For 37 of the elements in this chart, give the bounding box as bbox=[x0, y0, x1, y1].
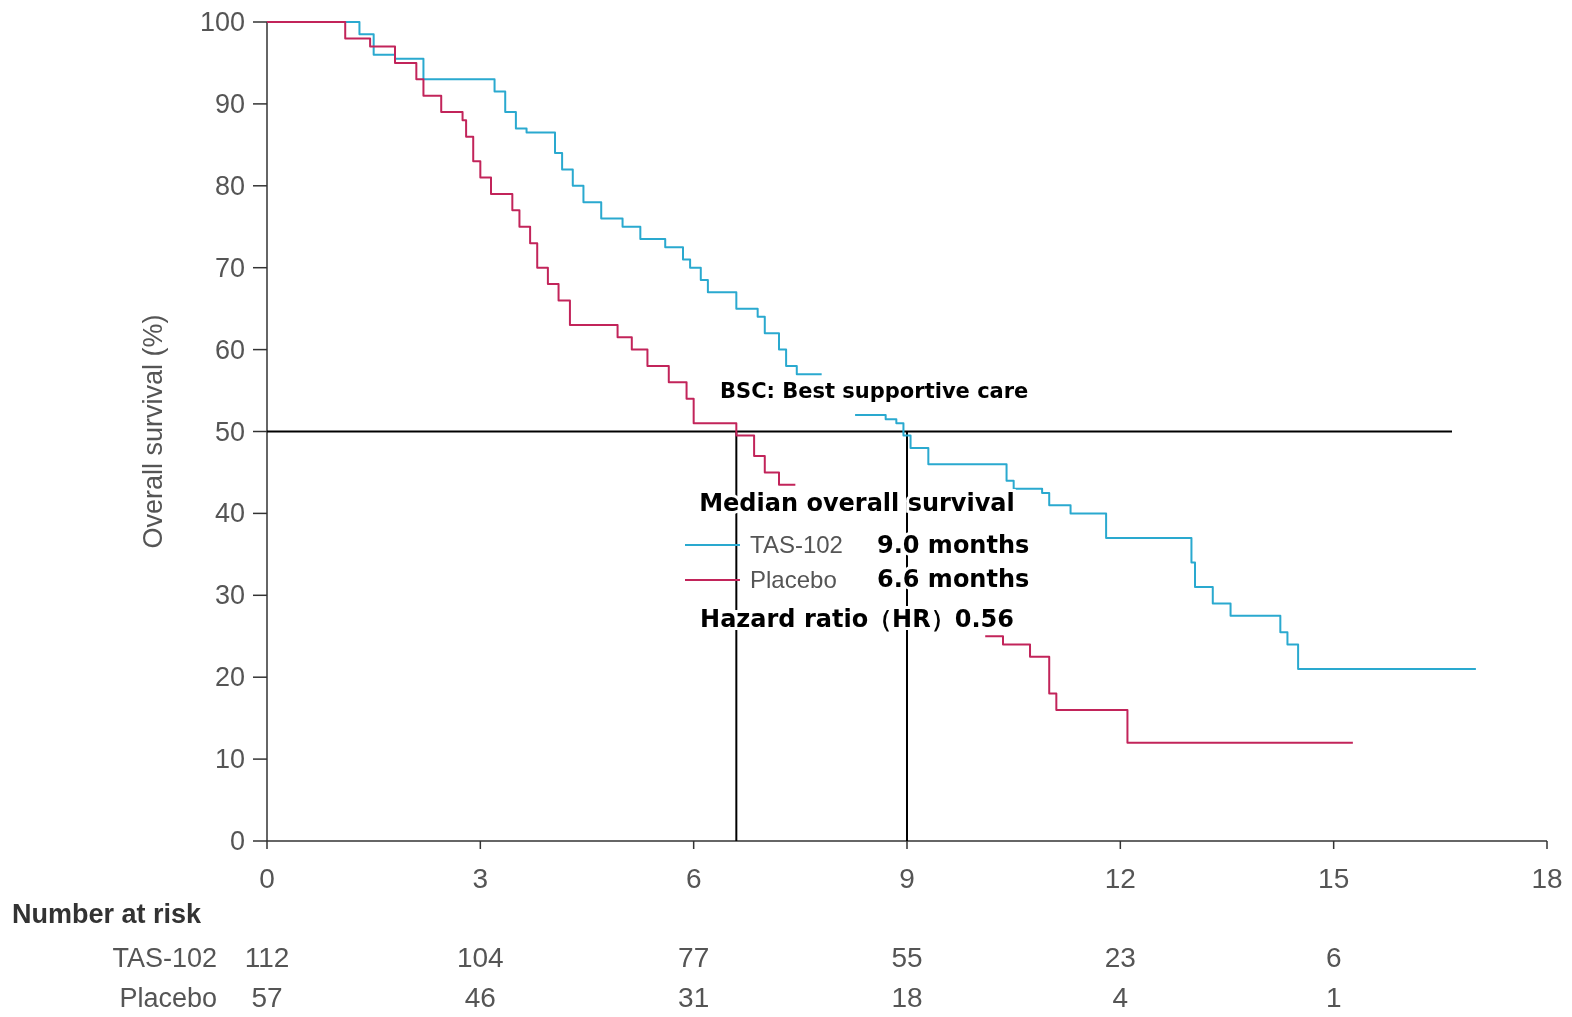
y-tick-label: 30 bbox=[214, 580, 245, 611]
text: 46 bbox=[464, 982, 496, 1013]
x-tick-label: 15 bbox=[1318, 863, 1350, 894]
text: 77 bbox=[678, 942, 710, 973]
text: Number at risk bbox=[12, 899, 203, 929]
legend-label: Placebo bbox=[750, 566, 837, 593]
y-tick-label: 100 bbox=[199, 7, 245, 37]
y-tick-label: 90 bbox=[214, 88, 245, 119]
text: TAS-102 bbox=[112, 943, 217, 973]
x-tick-label: 0 bbox=[259, 863, 275, 894]
x-tick-label: 18 bbox=[1531, 863, 1563, 894]
x-tick-label: 6 bbox=[685, 863, 702, 894]
y-tick-label: 80 bbox=[214, 170, 245, 201]
text: 4 bbox=[1112, 982, 1129, 1013]
text: 104 bbox=[456, 942, 504, 973]
text: 1 bbox=[1325, 982, 1342, 1013]
x-tick-label: 9 bbox=[899, 863, 915, 894]
y-tick-label: 0 bbox=[229, 826, 245, 856]
annotation: BSC: Best supportive care bbox=[720, 379, 1029, 403]
y-tick-label: 40 bbox=[214, 498, 245, 529]
y-tick-label: 50 bbox=[214, 416, 245, 447]
y-tick-label: 60 bbox=[214, 334, 245, 365]
y-tick-label: 70 bbox=[214, 252, 245, 283]
text: 6 bbox=[1325, 942, 1342, 973]
text: 31 bbox=[678, 982, 710, 1013]
text: 55 bbox=[891, 942, 923, 973]
legend-label: TAS-102 bbox=[750, 531, 843, 558]
text: 57 bbox=[251, 982, 283, 1013]
y-axis-title: Overall survival (%) bbox=[138, 314, 168, 549]
text: 18 bbox=[891, 982, 923, 1013]
text: Placebo bbox=[119, 983, 217, 1013]
y-tick-label: 20 bbox=[214, 662, 245, 693]
x-tick-label: 12 bbox=[1104, 863, 1136, 894]
y-tick-label: 10 bbox=[214, 744, 245, 775]
x-tick-label: 3 bbox=[472, 863, 489, 894]
text: 112 bbox=[244, 942, 290, 973]
text: 23 bbox=[1104, 942, 1136, 973]
